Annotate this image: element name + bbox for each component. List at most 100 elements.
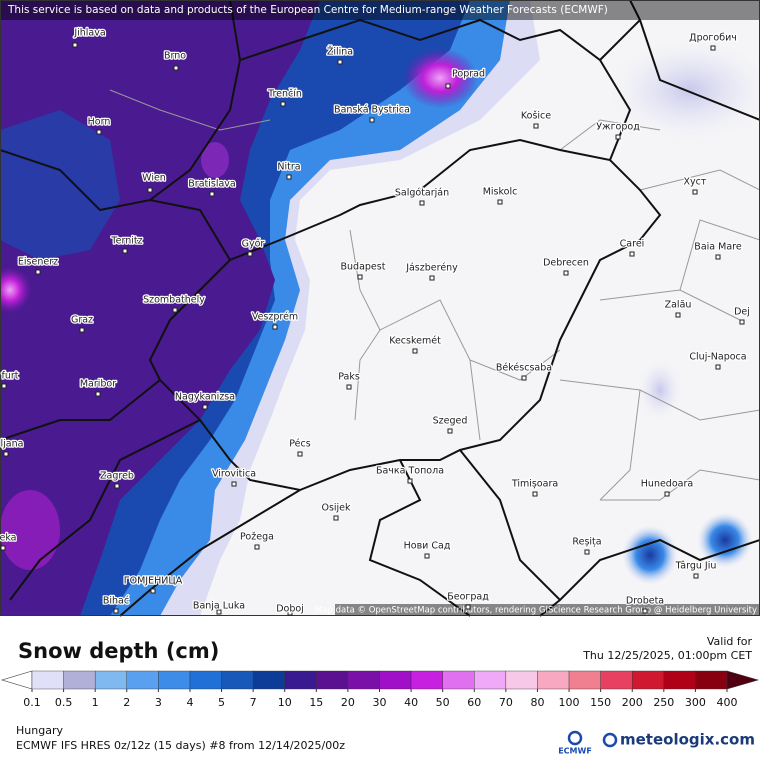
attribution: This service is based on data and produc… — [7, 4, 608, 16]
city-label: Maribor — [80, 379, 116, 390]
city-marker — [280, 101, 286, 107]
city-marker — [333, 515, 339, 521]
city-marker — [114, 483, 120, 489]
city-label: Žilina — [327, 46, 353, 58]
city-marker — [447, 428, 453, 434]
brand: meteologix.com — [620, 731, 755, 749]
snow-area — [402, 48, 478, 108]
scale-swatch — [284, 670, 317, 690]
city-label: Нови Сад — [404, 541, 451, 552]
city-marker — [346, 384, 352, 390]
city-marker — [629, 251, 635, 257]
logo-icon — [602, 732, 618, 748]
city-marker — [172, 307, 178, 313]
attribution-bar — [0, 0, 760, 20]
scale-swatch — [695, 670, 728, 690]
scale-tick-label: 60 — [467, 696, 481, 709]
city-marker — [1, 383, 7, 389]
city-marker — [272, 324, 278, 330]
city-marker — [715, 364, 721, 370]
scale-tick-label: 300 — [685, 696, 706, 709]
city-marker — [369, 117, 375, 123]
city-label: Бачка Топола — [376, 466, 444, 477]
city-label: Debrecen — [543, 258, 589, 269]
city-label: Eisenerz — [18, 257, 58, 268]
city-marker — [287, 610, 293, 616]
city-marker — [445, 83, 451, 89]
scale-tick-label: 400 — [717, 696, 738, 709]
city-label: Zalău — [665, 300, 692, 311]
city-label: ljana — [1, 439, 24, 450]
city-marker — [357, 274, 363, 280]
city-label: Дрогобич — [689, 33, 737, 44]
city-label: Hunedoara — [641, 479, 693, 490]
city-marker — [216, 609, 222, 615]
scale-tick-label: 20 — [341, 696, 355, 709]
city-marker — [424, 553, 430, 559]
city-label: Drobeta — [626, 596, 664, 607]
scale-swatch — [316, 670, 349, 690]
scale-swatch — [31, 670, 64, 690]
scale-tick-label: 0.5 — [55, 696, 73, 709]
city-marker — [715, 254, 721, 260]
city-marker — [286, 174, 292, 180]
scale-tick-label: 15 — [309, 696, 323, 709]
city-marker — [584, 549, 590, 555]
city-label: Banja Luka — [193, 601, 245, 612]
snow-area — [0, 110, 120, 260]
scale-tick-label: 0.1 — [23, 696, 41, 709]
city-label: Miskolc — [483, 187, 518, 198]
city-marker — [675, 312, 681, 318]
scale-tick-label: 70 — [499, 696, 513, 709]
city-label: Košice — [521, 111, 551, 122]
scale-swatch — [189, 670, 222, 690]
city-label: Jihlava — [73, 28, 105, 39]
city-marker — [642, 608, 648, 614]
scale-swatch — [663, 670, 696, 690]
scale-swatch — [568, 670, 601, 690]
snow-area — [0, 266, 32, 314]
city-marker — [79, 327, 85, 333]
city-marker — [254, 544, 260, 550]
model-info: ECMWF IFS HRES 0z/12z (15 days) #8 from … — [16, 739, 345, 752]
scale-swatch — [126, 670, 159, 690]
scale-swatch — [632, 670, 665, 690]
scale-tick-label: 100 — [559, 696, 580, 709]
scale-swatch — [94, 670, 127, 690]
city-label: Wien — [142, 173, 166, 184]
city-label: Jászberény — [405, 263, 458, 274]
city-marker — [532, 491, 538, 497]
city-marker — [209, 191, 215, 197]
city-marker — [429, 275, 435, 281]
city-marker — [0, 545, 6, 551]
country-borders — [0, 0, 760, 617]
scale-swatch — [252, 670, 285, 690]
city-marker — [412, 348, 418, 354]
city-label: Reșița — [572, 537, 601, 548]
city-label: Budapest — [341, 262, 386, 273]
city-marker — [72, 42, 78, 48]
city-marker — [173, 65, 179, 71]
scale-swatch — [379, 670, 412, 690]
city-marker — [202, 404, 208, 410]
city-marker — [35, 269, 41, 275]
city-label: Ужгород — [596, 122, 640, 133]
city-label: Virovitica — [212, 469, 256, 480]
scale-tick-label: 1 — [92, 696, 99, 709]
scale-tick-label: 3 — [155, 696, 162, 709]
scale-swatch — [63, 670, 96, 690]
city-marker — [664, 491, 670, 497]
legend-title: Snow depth (cm) — [18, 639, 219, 663]
city-marker — [96, 129, 102, 135]
scale-swatch — [442, 670, 475, 690]
city-label: Veszprém — [252, 312, 298, 323]
city-label: Poprad — [452, 69, 485, 80]
city-marker — [122, 248, 128, 254]
city-marker — [337, 59, 343, 65]
scale-arrow-high — [726, 670, 760, 690]
city-marker — [693, 573, 699, 579]
city-label: Nagykanizsa — [175, 392, 235, 403]
city-marker — [150, 588, 156, 594]
scale-swatch — [158, 670, 191, 690]
